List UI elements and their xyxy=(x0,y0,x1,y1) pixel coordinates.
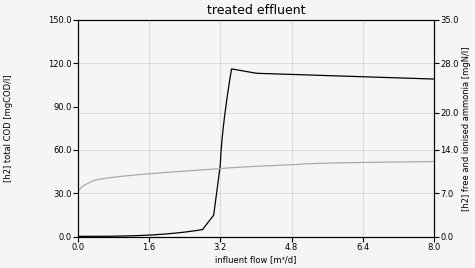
X-axis label: influent flow [m³/d]: influent flow [m³/d] xyxy=(215,255,297,264)
Title: treated effluent: treated effluent xyxy=(207,4,305,17)
Y-axis label: [h2] free and ionised ammonia [mgN/l]: [h2] free and ionised ammonia [mgN/l] xyxy=(462,46,471,210)
Y-axis label: [h2] total COD [mgCOD/l]: [h2] total COD [mgCOD/l] xyxy=(4,75,13,182)
